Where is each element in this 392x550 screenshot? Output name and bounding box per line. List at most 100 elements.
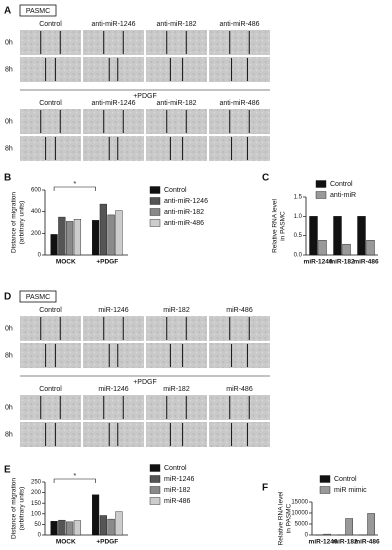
y-axis-label: (arbitrary units) — [19, 201, 26, 245]
legend-swatch — [319, 475, 331, 483]
column-header: anti-miR-486 — [219, 21, 259, 28]
migration-image — [83, 343, 144, 368]
x-tick-label: miR-182 — [329, 259, 355, 266]
legend-label: miR mimic — [334, 487, 367, 494]
column-header: miR-182 — [163, 386, 190, 393]
row-label: 0h — [5, 39, 13, 46]
y-tick-label: 100 — [31, 511, 42, 517]
bar — [345, 518, 353, 536]
legend-label: anti-miR — [330, 192, 356, 199]
x-tick-label: miR-182 — [332, 539, 358, 546]
y-tick-label: 10000 — [291, 511, 308, 517]
migration-image — [146, 57, 207, 82]
bar — [99, 203, 107, 256]
row-label: 0h — [5, 118, 13, 125]
condition-label: +PDGF — [133, 379, 157, 386]
migration-image — [20, 395, 81, 420]
row-label: 8h — [5, 352, 13, 359]
y-tick-label: 1.5 — [294, 195, 303, 201]
bar — [115, 210, 123, 256]
migration-image — [20, 136, 81, 161]
bar — [357, 216, 366, 256]
migration-image — [20, 422, 81, 447]
bar — [91, 494, 100, 536]
column-header: anti-miR-182 — [156, 100, 196, 107]
panel-label: A — [4, 6, 11, 17]
annotation: * — [73, 181, 76, 188]
migration-image — [209, 136, 270, 161]
migration-image — [146, 422, 207, 447]
y-axis-label: (arbitrary units) — [19, 487, 26, 531]
column-header: Control — [39, 386, 62, 393]
bar — [309, 216, 318, 256]
migration-image — [146, 343, 207, 368]
cell-label: PASMC — [26, 8, 50, 15]
legend-swatch — [149, 219, 161, 227]
significance-bracket — [53, 186, 96, 191]
bar — [115, 511, 123, 536]
migration-image — [209, 422, 270, 447]
legend-swatch — [149, 464, 161, 472]
row-label: 0h — [5, 325, 13, 332]
y-axis-label: in PASMC — [286, 503, 293, 533]
panel-label: D — [4, 292, 11, 303]
panel-label: E — [4, 465, 11, 476]
bar — [50, 234, 58, 256]
legend-swatch — [315, 191, 327, 199]
y-tick-label: 0 — [38, 533, 42, 539]
legend-label: Control — [330, 181, 353, 188]
legend-swatch — [315, 180, 327, 188]
y-tick-label: 0.0 — [294, 253, 303, 259]
row-label: 0h — [5, 404, 13, 411]
legend-swatch — [149, 497, 161, 505]
y-tick-label: 0 — [38, 253, 42, 259]
migration-image — [83, 395, 144, 420]
y-tick-label: 250 — [31, 480, 42, 486]
x-tick-label: +PDGF — [96, 539, 118, 546]
bar — [342, 243, 351, 256]
y-tick-label: 0 — [305, 533, 309, 539]
column-header: Control — [39, 100, 62, 107]
bar — [66, 521, 74, 536]
y-tick-label: 50 — [34, 522, 41, 528]
y-axis-label: Distance of migration — [11, 192, 18, 253]
bar — [367, 513, 375, 536]
column-header: miR-1246 — [98, 307, 128, 314]
bar — [99, 515, 107, 536]
y-axis-label: Distance of migration — [11, 478, 18, 539]
legend-label: anti-miR-1246 — [164, 198, 208, 205]
legend-swatch — [149, 197, 161, 205]
migration-image — [20, 316, 81, 341]
cell-label: PASMC — [26, 294, 50, 301]
column-header: miR-1246 — [98, 386, 128, 393]
row-label: 8h — [5, 145, 13, 152]
x-tick-label: miR-1246 — [304, 259, 333, 266]
migration-image — [83, 422, 144, 447]
column-header: Control — [39, 307, 62, 314]
migration-image — [20, 30, 81, 55]
bar — [366, 240, 375, 256]
legend-label: anti-miR-486 — [164, 220, 204, 227]
bar — [58, 519, 66, 536]
row-label: 8h — [5, 66, 13, 73]
column-header: miR-182 — [163, 307, 190, 314]
migration-image — [209, 316, 270, 341]
y-axis-label: in PASMC — [280, 211, 287, 241]
column-header: miR-486 — [226, 307, 253, 314]
y-tick-label: 600 — [31, 188, 42, 194]
bar — [318, 240, 327, 256]
x-tick-label: miR-1246 — [309, 539, 338, 546]
y-tick-label: 200 — [31, 231, 42, 237]
legend-swatch — [149, 486, 161, 494]
bar — [91, 220, 100, 256]
cell-box — [19, 4, 57, 17]
legend-swatch — [149, 186, 161, 194]
bar — [323, 533, 331, 536]
x-tick-label: miR-486 — [353, 259, 379, 266]
bar — [107, 518, 115, 536]
condition-label: +PDGF — [133, 93, 157, 100]
y-axis-label: Relative RNA level — [272, 199, 279, 253]
y-tick-label: 400 — [31, 209, 42, 215]
column-header: anti-miR-182 — [156, 21, 196, 28]
